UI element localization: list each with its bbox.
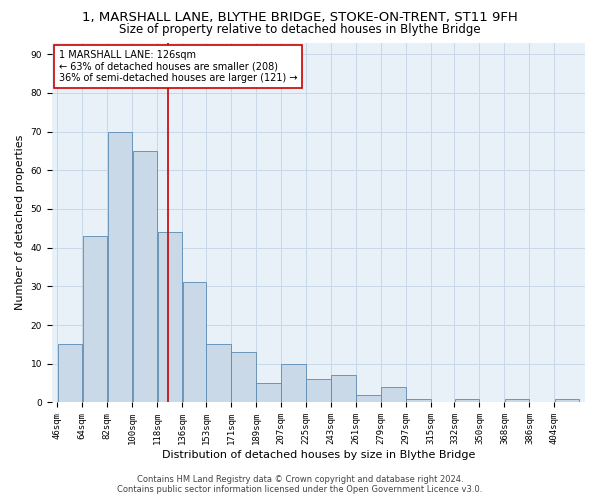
Bar [505, 398, 529, 402]
Text: Size of property relative to detached houses in Blythe Bridge: Size of property relative to detached ho… [119, 22, 481, 36]
Text: Contains HM Land Registry data © Crown copyright and database right 2024.
Contai: Contains HM Land Registry data © Crown c… [118, 474, 482, 494]
Bar [231, 352, 256, 403]
Bar [306, 379, 331, 402]
Text: 1 MARSHALL LANE: 126sqm
← 63% of detached houses are smaller (208)
36% of semi-d: 1 MARSHALL LANE: 126sqm ← 63% of detache… [59, 50, 297, 84]
Bar [182, 282, 206, 403]
Bar [107, 132, 132, 402]
Bar [281, 364, 305, 403]
Bar [381, 387, 406, 402]
Bar [256, 383, 281, 402]
Y-axis label: Number of detached properties: Number of detached properties [15, 135, 25, 310]
Bar [554, 398, 579, 402]
Bar [133, 151, 157, 403]
Bar [331, 376, 356, 402]
Bar [356, 394, 380, 402]
Bar [158, 232, 182, 402]
Bar [206, 344, 230, 403]
X-axis label: Distribution of detached houses by size in Blythe Bridge: Distribution of detached houses by size … [162, 450, 475, 460]
Bar [455, 398, 479, 402]
Text: 1, MARSHALL LANE, BLYTHE BRIDGE, STOKE-ON-TRENT, ST11 9FH: 1, MARSHALL LANE, BLYTHE BRIDGE, STOKE-O… [82, 12, 518, 24]
Bar [406, 398, 431, 402]
Bar [58, 344, 82, 403]
Bar [83, 236, 107, 402]
